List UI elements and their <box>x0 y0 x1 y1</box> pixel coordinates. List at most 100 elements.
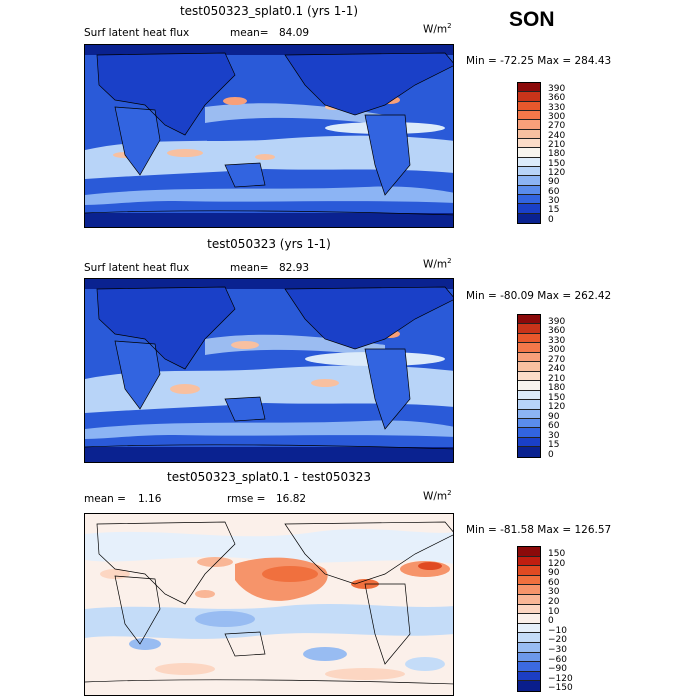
panel2-variable: Surf latent heat flux <box>84 262 190 274</box>
colorbar-swatch <box>518 585 540 595</box>
colorbar-level-label: −120 <box>548 673 573 684</box>
panel2-mean-label: mean= <box>230 262 269 274</box>
colorbar-level-label: 30 <box>548 587 560 598</box>
colorbar-swatch <box>518 381 540 391</box>
colorbar-swatch <box>518 83 540 93</box>
colorbar-level-label: 90 <box>548 568 560 579</box>
colorbar-swatch <box>518 623 540 634</box>
colorbar-swatch <box>518 92 540 102</box>
colorbar-swatch <box>518 662 540 672</box>
colorbar-swatch <box>518 566 540 576</box>
colorbar-level-label: 300 <box>548 345 566 356</box>
colorbar-level-label: 20 <box>548 596 560 607</box>
colorbar-swatch <box>518 437 540 448</box>
panel3-rmse-value: 16.82 <box>276 493 307 505</box>
colorbar-level-label: −90 <box>548 664 567 675</box>
colorbar-level-label: 60 <box>548 186 560 197</box>
panel2-colorbar-labels: 390 360 330 300 270 240 210 180 150 120 90 60 30 15 0 <box>548 317 566 460</box>
colorbar-level-label: 0 <box>548 616 554 627</box>
colorbar-level-label: 120 <box>548 402 566 413</box>
colorbar-level-label: 60 <box>548 577 560 588</box>
colorbar-level-label: −30 <box>548 644 567 655</box>
colorbar-level-label: 270 <box>548 121 566 132</box>
colorbar-swatch <box>518 110 540 121</box>
season-label: SON <box>509 8 555 31</box>
colorbar-level-label: 90 <box>548 411 560 422</box>
colorbar-level-label: 150 <box>548 392 566 403</box>
colorbar-level-label: −20 <box>548 635 567 646</box>
panel2-title: test050323 (yrs 1-1) <box>207 237 331 251</box>
colorbar-level-label: 180 <box>548 149 566 160</box>
panel1-units: W/m2 <box>423 22 452 36</box>
panel3-colorbar <box>517 546 541 692</box>
colorbar-swatch <box>518 642 540 653</box>
panel3-mean-value: 1.16 <box>138 493 162 505</box>
colorbar-level-label: 360 <box>548 93 566 104</box>
colorbar-level-label: 210 <box>548 373 566 384</box>
panel2-units: W/m2 <box>423 257 452 271</box>
colorbar-level-label: 10 <box>548 606 560 617</box>
panel3-minmax: Min = -81.58 Max = 126.57 <box>466 524 612 536</box>
colorbar-level-label: 270 <box>548 354 566 365</box>
colorbar-level-label: −10 <box>548 625 567 636</box>
colorbar-level-label: 60 <box>548 421 560 432</box>
colorbar-level-label: 330 <box>548 102 566 113</box>
colorbar-swatch <box>518 204 540 214</box>
colorbar-level-label: −60 <box>548 654 567 665</box>
panel2-mean-value: 82.93 <box>279 262 310 274</box>
colorbar-swatch <box>518 390 540 401</box>
colorbar-level-label: 240 <box>548 130 566 141</box>
colorbar-level-label: 360 <box>548 326 566 337</box>
colorbar-swatch <box>518 633 540 643</box>
colorbar-swatch <box>518 362 540 372</box>
panel2-colorbar <box>517 314 541 458</box>
panel3-units: W/m2 <box>423 489 452 503</box>
panel1-colorbar <box>517 82 541 224</box>
colorbar-level-label: 15 <box>548 205 560 216</box>
colorbar-swatch <box>518 120 540 130</box>
colorbar-swatch <box>518 194 540 205</box>
colorbar-swatch <box>518 101 540 111</box>
panel1-title: test050323_splat0.1 (yrs 1-1) <box>179 4 359 18</box>
colorbar-swatch <box>518 352 540 363</box>
colorbar-swatch <box>518 176 540 186</box>
colorbar-swatch <box>518 138 540 149</box>
panel1-variable: Surf latent heat flux <box>84 27 190 39</box>
panel3-rmse-label: rmse = <box>227 493 266 505</box>
panel2-map <box>84 278 454 463</box>
colorbar-swatch <box>518 129 540 139</box>
colorbar-swatch <box>518 409 540 419</box>
colorbar-level-label: 90 <box>548 177 560 188</box>
colorbar-swatch <box>518 428 540 438</box>
colorbar-level-label: 30 <box>548 195 560 206</box>
colorbar-level-label: 0 <box>548 449 554 460</box>
colorbar-swatch <box>518 157 540 167</box>
colorbar-level-label: −150 <box>548 683 573 694</box>
panel1-minmax: Min = -72.25 Max = 284.43 <box>466 55 612 67</box>
panel1-colorbar-labels: 390 360 330 300 270 240 210 180 150 120 90 60 30 15 0 <box>548 84 566 225</box>
colorbar-swatch <box>518 614 540 624</box>
colorbar-swatch <box>518 604 540 615</box>
colorbar-level-label: 150 <box>548 549 566 559</box>
colorbar-swatch <box>518 418 540 429</box>
colorbar-swatch <box>518 185 540 195</box>
colorbar-swatch <box>518 371 540 382</box>
colorbar-level-label: 300 <box>548 111 566 122</box>
panel3-map <box>84 513 454 696</box>
panel2-minmax: Min = -80.09 Max = 262.42 <box>466 290 612 302</box>
colorbar-level-label: 120 <box>548 167 566 178</box>
colorbar-swatch <box>518 594 540 605</box>
colorbar-level-label: 210 <box>548 139 566 150</box>
colorbar-level-label: 15 <box>548 440 560 451</box>
colorbar-level-label: 390 <box>548 84 566 94</box>
colorbar-swatch <box>518 556 540 567</box>
colorbar-swatch <box>518 148 540 158</box>
panel1-mean-value: 84.09 <box>279 27 310 39</box>
colorbar-level-label: 120 <box>548 558 566 569</box>
panel1-mean-label: mean= <box>230 27 269 39</box>
panel3-title: test050323_splat0.1 - test050323 <box>166 470 371 484</box>
colorbar-swatch <box>518 575 540 586</box>
colorbar-swatch <box>518 671 540 682</box>
colorbar-level-label: 150 <box>548 158 566 169</box>
colorbar-swatch <box>518 400 540 410</box>
